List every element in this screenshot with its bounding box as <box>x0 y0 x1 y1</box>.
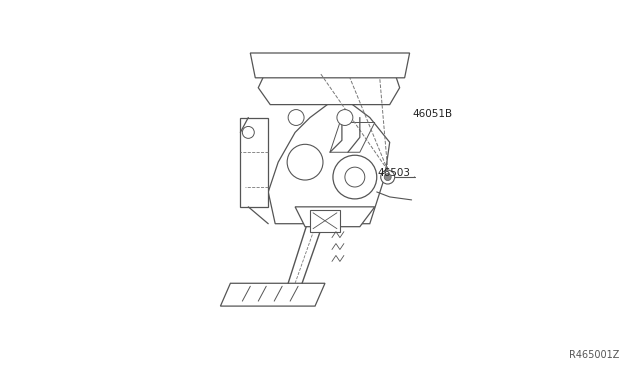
Polygon shape <box>310 210 340 232</box>
Polygon shape <box>259 73 399 105</box>
Circle shape <box>345 167 365 187</box>
Polygon shape <box>220 283 325 306</box>
Text: R465001Z: R465001Z <box>569 350 620 359</box>
Text: 46051B: 46051B <box>412 109 452 119</box>
Circle shape <box>288 110 304 125</box>
Circle shape <box>287 144 323 180</box>
Circle shape <box>243 126 254 138</box>
Polygon shape <box>295 207 375 227</box>
Circle shape <box>337 110 353 125</box>
Circle shape <box>333 155 377 199</box>
Polygon shape <box>250 53 410 78</box>
Text: 46503: 46503 <box>378 168 410 178</box>
Polygon shape <box>330 122 375 152</box>
Circle shape <box>381 170 395 184</box>
Polygon shape <box>241 118 268 207</box>
Circle shape <box>384 174 391 180</box>
Polygon shape <box>268 103 390 224</box>
